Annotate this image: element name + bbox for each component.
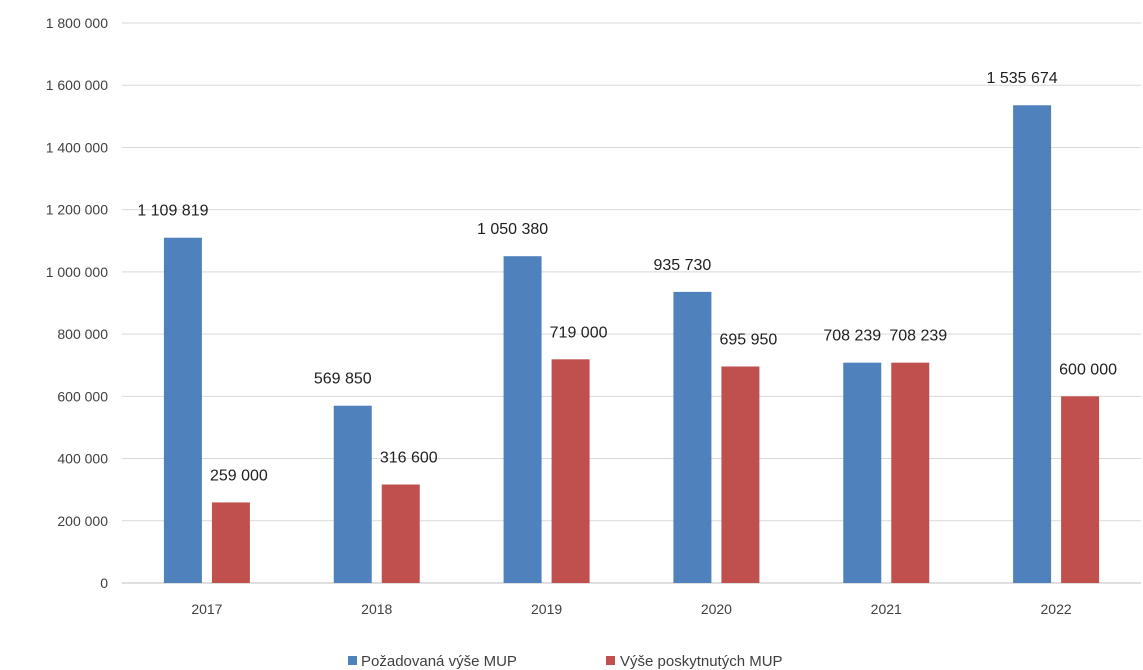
- bar-2021-series-1: [843, 362, 882, 583]
- y-axis-tick-labels: 0 200 000 400 000 600 000 800 000 1 000 000 1 …: [46, 15, 109, 591]
- bar-2022-series-2: [1061, 396, 1100, 583]
- gridlines: [122, 22, 1141, 584]
- data-label: 569 850: [314, 371, 372, 388]
- bar-2022-series-1: [1013, 105, 1052, 584]
- data-label: 1 050 380: [477, 221, 548, 238]
- legend-swatch-requested: [348, 656, 357, 665]
- bar-2020-series-2: [721, 366, 760, 583]
- y-tick-label: 400 000: [57, 451, 108, 467]
- data-label: 600 000: [1059, 361, 1117, 378]
- bar-2021-series-2: [891, 362, 930, 583]
- bar-2019-series-2: [551, 359, 590, 583]
- data-label: 695 950: [719, 331, 777, 348]
- data-label: 708 239: [823, 328, 881, 345]
- y-tick-label: 1 400 000: [46, 139, 108, 155]
- data-label: 1 535 674: [986, 70, 1057, 87]
- bars: [163, 105, 1100, 584]
- bar-2020-series-1: [673, 291, 712, 583]
- x-tick-label: 2022: [1041, 601, 1072, 617]
- data-label: 1 109 819: [137, 203, 208, 220]
- x-tick-label: 2017: [191, 601, 222, 617]
- y-tick-label: 1 800 000: [46, 15, 108, 31]
- x-tick-label: 2020: [701, 601, 732, 617]
- y-tick-label: 0: [100, 575, 108, 591]
- legend-swatch-granted: [606, 656, 615, 665]
- legend: Požadovaná výše MUP Výše poskytnutých MU…: [348, 653, 783, 670]
- bar-2017-series-2: [211, 502, 250, 583]
- legend-label-requested: Požadovaná výše MUP: [361, 653, 517, 670]
- bar-2018-series-1: [333, 405, 372, 583]
- x-tick-label: 2018: [361, 601, 392, 617]
- x-axis-tick-labels: 2017 2018 2019 2020 2021 2022: [191, 601, 1072, 617]
- data-label: 259 000: [210, 467, 268, 484]
- x-tick-label: 2021: [871, 601, 902, 617]
- data-labels: 1 109 819 259 000 569 850 316 600 1 050 380 7…: [137, 70, 1117, 484]
- data-label: 708 239: [889, 328, 947, 345]
- bar-2018-series-2: [381, 484, 420, 583]
- y-tick-label: 600 000: [57, 388, 108, 404]
- y-tick-label: 800 000: [57, 326, 108, 342]
- data-label: 316 600: [380, 450, 438, 467]
- y-tick-label: 1 000 000: [46, 264, 108, 280]
- x-tick-label: 2019: [531, 601, 562, 617]
- y-tick-label: 200 000: [57, 513, 108, 529]
- data-label: 719 000: [550, 324, 608, 341]
- legend-label-granted: Výše poskytnutých MUP: [620, 653, 783, 670]
- y-tick-label: 1 600 000: [46, 77, 108, 93]
- bar-2019-series-1: [503, 256, 542, 583]
- data-label: 935 730: [653, 257, 711, 274]
- y-tick-label: 1 200 000: [46, 202, 108, 218]
- bar-2017-series-1: [163, 237, 202, 584]
